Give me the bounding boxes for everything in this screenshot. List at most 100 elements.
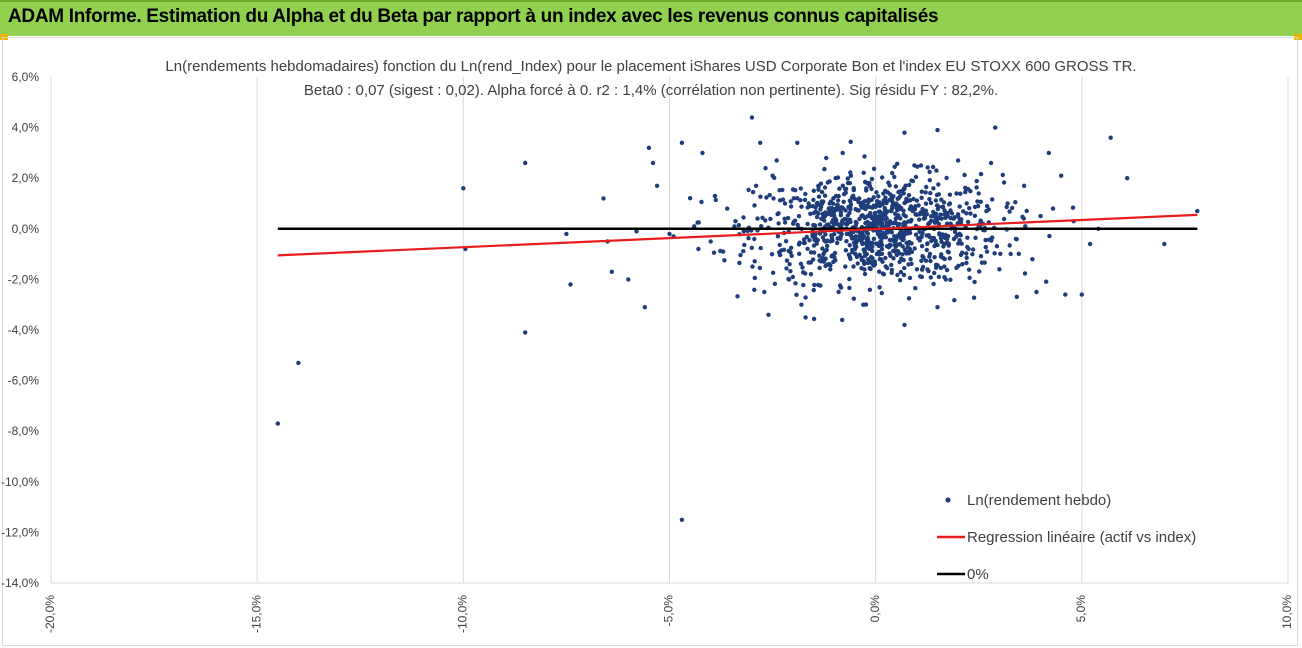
data-point bbox=[609, 269, 614, 274]
data-point bbox=[850, 247, 855, 253]
data-point bbox=[841, 192, 847, 197]
data-point bbox=[752, 203, 757, 208]
data-point bbox=[461, 186, 466, 191]
data-point bbox=[856, 199, 861, 205]
data-point bbox=[983, 244, 988, 250]
data-point bbox=[785, 215, 791, 221]
data-point bbox=[906, 241, 911, 246]
data-point bbox=[807, 238, 812, 243]
chart-title-line1: Ln(rendements hebdomadaires) fonction du… bbox=[165, 58, 1136, 75]
data-point bbox=[899, 189, 904, 194]
data-point bbox=[736, 223, 741, 228]
data-point bbox=[679, 140, 685, 145]
data-point bbox=[862, 267, 867, 272]
data-point bbox=[847, 285, 852, 291]
data-point bbox=[1000, 172, 1005, 178]
data-point bbox=[892, 242, 897, 247]
data-point bbox=[937, 232, 942, 237]
data-point bbox=[1022, 271, 1028, 276]
data-point bbox=[847, 243, 852, 248]
data-point bbox=[943, 235, 948, 241]
data-point bbox=[862, 154, 867, 159]
data-point bbox=[860, 200, 865, 205]
data-point bbox=[897, 278, 903, 283]
data-point bbox=[824, 243, 830, 249]
data-point bbox=[941, 200, 947, 205]
data-point bbox=[855, 261, 860, 266]
data-point bbox=[811, 188, 816, 193]
data-point bbox=[601, 196, 606, 201]
data-point bbox=[945, 211, 950, 216]
data-point bbox=[895, 249, 901, 254]
data-point bbox=[870, 248, 875, 254]
data-point bbox=[1162, 241, 1167, 247]
data-point bbox=[749, 115, 755, 120]
data-point bbox=[692, 224, 697, 229]
data-point bbox=[835, 240, 840, 246]
data-point bbox=[940, 204, 945, 210]
data-point bbox=[811, 250, 817, 255]
data-point bbox=[835, 204, 840, 210]
data-point bbox=[978, 218, 983, 223]
data-point bbox=[907, 206, 912, 212]
data-point bbox=[799, 204, 804, 209]
data-point bbox=[741, 249, 746, 254]
data-point bbox=[859, 233, 865, 239]
data-point bbox=[833, 193, 839, 199]
data-point bbox=[942, 275, 947, 280]
data-point bbox=[824, 222, 830, 227]
data-point bbox=[913, 232, 919, 237]
data-point bbox=[955, 158, 961, 163]
data-point bbox=[816, 183, 821, 188]
data-point bbox=[921, 255, 926, 260]
data-point bbox=[850, 194, 855, 200]
data-point bbox=[932, 270, 937, 276]
data-point bbox=[948, 208, 953, 213]
data-point bbox=[865, 231, 871, 236]
data-point bbox=[825, 212, 830, 217]
data-point bbox=[827, 201, 832, 206]
data-point bbox=[919, 274, 925, 280]
data-point bbox=[793, 188, 798, 193]
data-point bbox=[760, 215, 765, 220]
y-axis-ticks: 6,0% 4,0% 2,0% 0,0% -2,0% -4,0% -6,0% -8,0% -10,… bbox=[1, 70, 39, 590]
data-point bbox=[741, 229, 746, 234]
data-point bbox=[864, 188, 869, 193]
data-point bbox=[1108, 135, 1113, 140]
data-point bbox=[828, 239, 833, 244]
data-point bbox=[851, 296, 856, 301]
data-point bbox=[296, 360, 301, 366]
data-point bbox=[942, 264, 947, 269]
data-point bbox=[1023, 224, 1028, 229]
data-point bbox=[890, 248, 896, 254]
data-point bbox=[872, 214, 878, 219]
data-point bbox=[879, 290, 884, 296]
data-point bbox=[877, 269, 882, 274]
data-point bbox=[864, 242, 869, 247]
data-point bbox=[696, 246, 701, 252]
data-point bbox=[1007, 209, 1012, 214]
data-point bbox=[869, 260, 875, 265]
legend-label: Regression linéaire (actif vs index) bbox=[967, 529, 1196, 546]
data-point bbox=[861, 259, 866, 264]
data-point bbox=[805, 205, 810, 210]
data-point bbox=[960, 262, 965, 267]
data-point bbox=[967, 275, 972, 280]
data-point bbox=[718, 248, 723, 254]
data-point bbox=[795, 140, 800, 145]
data-point bbox=[965, 235, 970, 240]
data-point bbox=[863, 302, 869, 307]
data-point bbox=[844, 239, 849, 244]
data-point bbox=[772, 175, 777, 180]
data-point bbox=[947, 256, 952, 261]
data-point bbox=[803, 295, 808, 300]
data-point bbox=[919, 243, 925, 249]
data-point bbox=[920, 206, 925, 212]
data-point bbox=[893, 238, 898, 243]
data-point bbox=[789, 253, 794, 258]
data-point bbox=[784, 266, 789, 271]
data-point bbox=[733, 219, 738, 224]
data-point bbox=[848, 230, 853, 236]
data-point bbox=[882, 199, 887, 204]
chart-frame bbox=[2, 37, 1298, 646]
